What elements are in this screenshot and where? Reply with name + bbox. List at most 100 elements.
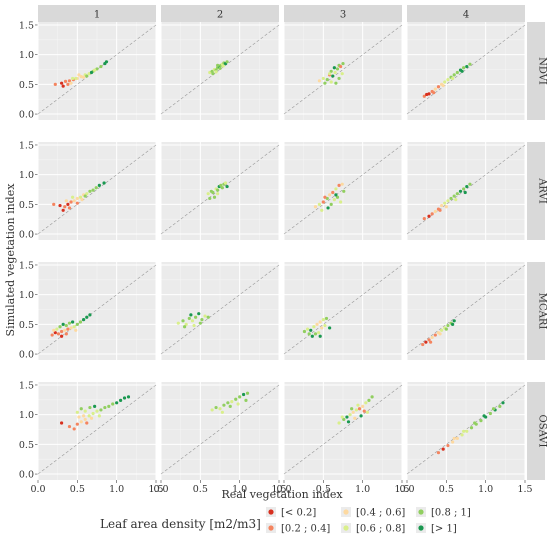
y-tick-label: 1.0 bbox=[19, 290, 34, 301]
data-point bbox=[55, 327, 59, 331]
row-strip-mcari bbox=[527, 262, 545, 360]
row-strip-arvi bbox=[527, 142, 545, 240]
data-point bbox=[83, 194, 87, 198]
y-tick-label: 0.0 bbox=[19, 470, 34, 481]
data-point bbox=[329, 80, 333, 84]
column-strip-4 bbox=[407, 5, 525, 22]
data-point bbox=[430, 335, 434, 340]
data-point bbox=[184, 322, 188, 326]
data-point bbox=[66, 82, 70, 86]
x-tick-label: 1.5 bbox=[271, 484, 286, 495]
data-point bbox=[440, 328, 444, 332]
data-point bbox=[326, 206, 330, 210]
y-tick-label: 0.5 bbox=[19, 320, 34, 331]
data-point bbox=[469, 426, 474, 430]
y-tick-label: 1.0 bbox=[19, 170, 34, 181]
data-point bbox=[465, 64, 469, 69]
data-point bbox=[307, 332, 311, 336]
data-point bbox=[329, 202, 333, 206]
data-point bbox=[88, 313, 92, 317]
x-axis-label: Real vegetation index bbox=[221, 488, 343, 501]
data-point bbox=[323, 81, 327, 85]
data-point bbox=[223, 181, 228, 185]
data-point bbox=[337, 76, 341, 81]
data-point bbox=[210, 408, 214, 412]
data-point bbox=[212, 195, 217, 199]
data-point bbox=[462, 187, 466, 191]
data-point bbox=[77, 73, 81, 77]
y-tick-label: 1.5 bbox=[19, 20, 34, 31]
data-point bbox=[331, 74, 335, 78]
x-tick-label: 1.0 bbox=[109, 484, 124, 495]
data-point bbox=[225, 184, 229, 189]
data-point bbox=[78, 320, 83, 324]
data-point bbox=[318, 320, 322, 324]
column-strip-label-2: 2 bbox=[217, 10, 223, 21]
data-point bbox=[91, 411, 95, 416]
data-point bbox=[333, 70, 337, 75]
x-tick-label: 1.0 bbox=[232, 484, 247, 495]
data-point bbox=[501, 401, 505, 405]
data-point bbox=[85, 74, 89, 78]
data-point bbox=[194, 315, 198, 319]
data-point bbox=[85, 315, 89, 319]
data-point bbox=[218, 407, 222, 411]
data-point bbox=[221, 64, 225, 68]
data-point bbox=[488, 411, 492, 416]
data-point bbox=[342, 417, 346, 422]
data-point bbox=[427, 214, 431, 218]
data-point bbox=[310, 334, 314, 338]
data-point bbox=[95, 409, 99, 413]
data-point bbox=[309, 328, 313, 332]
data-point bbox=[317, 331, 321, 335]
data-point bbox=[350, 407, 354, 411]
legend-label: [0.6 ; 0.8] bbox=[356, 524, 405, 535]
data-point bbox=[69, 326, 73, 330]
data-point bbox=[88, 189, 92, 193]
data-point bbox=[64, 199, 68, 203]
data-point bbox=[74, 76, 78, 81]
data-point bbox=[97, 183, 101, 187]
row-strip-label-mcari: MCARI bbox=[537, 293, 548, 330]
data-point bbox=[93, 404, 97, 408]
y-tick-label: 0.5 bbox=[19, 200, 34, 211]
data-point bbox=[446, 78, 450, 82]
data-point bbox=[353, 416, 357, 420]
data-point bbox=[427, 338, 431, 342]
axis-labels: Real vegetation index Simulated vegetati… bbox=[4, 183, 343, 501]
data-point bbox=[321, 318, 325, 322]
data-point bbox=[440, 203, 444, 208]
legend-marker bbox=[343, 525, 349, 531]
legend-marker bbox=[418, 509, 424, 515]
data-point bbox=[362, 409, 366, 413]
data-point bbox=[433, 87, 437, 91]
data-point bbox=[425, 92, 429, 97]
data-point bbox=[222, 403, 226, 407]
data-point bbox=[315, 322, 319, 326]
data-point bbox=[75, 196, 79, 201]
data-point bbox=[430, 212, 434, 216]
data-point bbox=[479, 419, 483, 423]
data-point bbox=[342, 189, 346, 193]
legend-label: [> 1] bbox=[431, 524, 457, 535]
data-point bbox=[181, 319, 185, 323]
data-point bbox=[438, 332, 442, 336]
data-point bbox=[67, 321, 72, 325]
data-point bbox=[339, 200, 343, 204]
data-point bbox=[334, 187, 338, 191]
data-point bbox=[60, 81, 64, 85]
data-point bbox=[320, 326, 324, 330]
data-point bbox=[230, 400, 234, 404]
data-point bbox=[455, 192, 459, 196]
data-point bbox=[82, 414, 86, 418]
data-point bbox=[187, 316, 191, 321]
data-point bbox=[370, 395, 374, 399]
data-point bbox=[50, 333, 54, 337]
data-point bbox=[107, 404, 111, 408]
data-point bbox=[102, 181, 106, 185]
y-tick-label: 0.5 bbox=[19, 440, 34, 451]
data-point bbox=[334, 193, 338, 197]
data-point bbox=[63, 328, 67, 332]
data-point bbox=[225, 60, 229, 64]
